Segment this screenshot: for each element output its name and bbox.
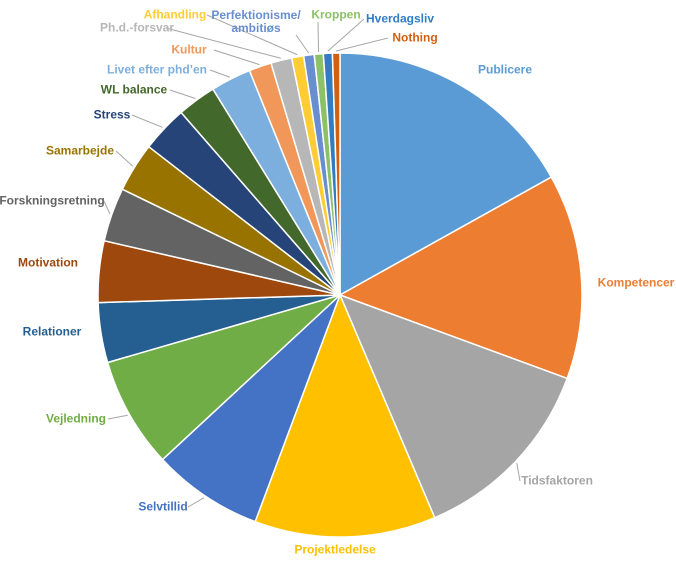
pie-slice (254, 292, 436, 538)
leader-line (206, 14, 298, 56)
slice-label: Selvtillid (138, 499, 188, 514)
leader-line (209, 69, 231, 78)
slice-label: Afhandling (143, 7, 207, 22)
slice-label: Hverdagsliv (365, 11, 435, 26)
slice-label: Nothing (392, 30, 438, 45)
leader-line (327, 18, 365, 52)
leader-line (103, 200, 111, 215)
slice-label: Relationer (22, 324, 82, 339)
slice-label: Forskningsretning (0, 193, 105, 208)
slice-label: Motivation (18, 255, 78, 270)
slice-label: Kroppen (311, 7, 361, 22)
leader-line (131, 114, 163, 128)
leader-line (115, 150, 134, 167)
pie-slice (161, 294, 341, 523)
leader-line (107, 414, 128, 420)
slice-label: Stress (93, 107, 131, 122)
pie-slice (331, 52, 341, 296)
slice-label: Samarbejde (45, 143, 115, 158)
slice-label: Tidsfaktoren (521, 473, 593, 488)
leader-line (187, 497, 205, 508)
slice-label: Ph.d.-forsvar (99, 20, 175, 35)
leader-line (165, 27, 281, 59)
slice-label: Perfektionisme/ ambitiøs (211, 8, 301, 35)
leader-line (516, 463, 521, 482)
pie-slice (339, 52, 553, 297)
pie-slice (106, 294, 341, 461)
slice-label: Livet efter phd’en (106, 62, 208, 77)
leader-line (169, 89, 196, 99)
pie-slice (338, 176, 583, 380)
slice-label: Publicere (477, 62, 533, 77)
slice-label: Kultur (171, 42, 207, 57)
slice-label: WL balance (100, 82, 168, 97)
slice-label: Projektledelse (294, 542, 376, 557)
slice-label: Kompetencer (597, 275, 675, 290)
slice-label: Vejledning (45, 411, 107, 426)
pie-slice (338, 293, 569, 519)
leader-line (213, 49, 260, 66)
leader-line (295, 34, 310, 54)
leader-line (317, 21, 320, 52)
leader-line (336, 37, 389, 52)
